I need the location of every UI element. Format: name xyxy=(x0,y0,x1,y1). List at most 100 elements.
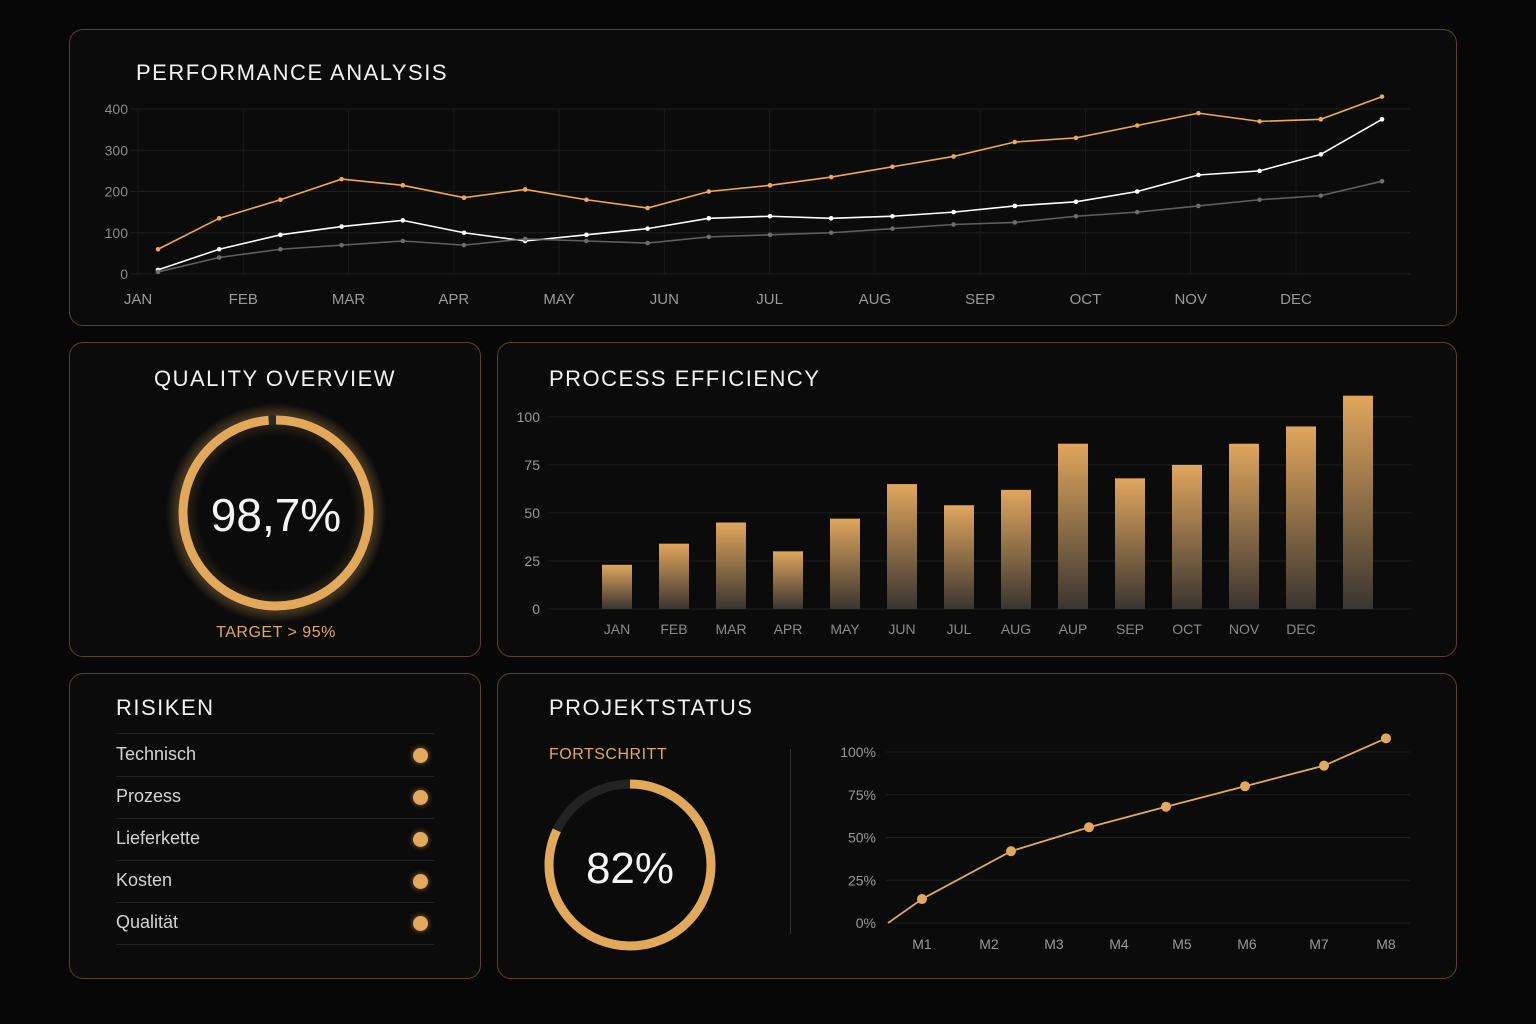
proc-x-tick-label: APR xyxy=(774,621,803,637)
perf-series-point xyxy=(828,216,834,221)
perf-x-tick-label: AUG xyxy=(859,291,892,308)
perf-series-point xyxy=(522,187,528,192)
perf-series-point xyxy=(1257,119,1262,124)
perf-series-point xyxy=(828,230,834,236)
proj-y-tick-label: 50% xyxy=(848,830,876,846)
proj-y-tick-label: 25% xyxy=(848,872,876,888)
perf-series-point xyxy=(461,195,467,200)
project-line-chart: 0% 25% 50% 75% 100% M1 M2 M3 M4 M5 M6 M7 M8 xyxy=(840,733,1410,952)
proj-y-tick-label: 0% xyxy=(856,915,876,931)
perf-series-point xyxy=(1379,94,1385,99)
perf-series-point xyxy=(1012,203,1018,209)
risk-label: Qualität xyxy=(116,912,179,932)
perf-series-point xyxy=(339,242,344,248)
perf-y-tick-label: 0 xyxy=(120,266,128,282)
perf-series-point xyxy=(890,164,895,170)
project-title: PROJEKTSTATUS xyxy=(549,695,754,720)
perf-series-point xyxy=(400,183,406,188)
risk-indicator xyxy=(413,790,428,805)
process-title: PROCESS EFFICIENCY xyxy=(549,366,821,391)
perf-series-point xyxy=(767,183,773,188)
proc-x-tick-label: AUG xyxy=(1001,621,1031,637)
perf-y-tick-label: 300 xyxy=(105,142,129,158)
proc-bar xyxy=(1172,464,1202,609)
perf-series-point xyxy=(400,218,406,223)
risk-item-qualitaet: Qualität xyxy=(116,902,434,945)
perf-series-point xyxy=(216,255,222,260)
proc-y-tick-label: 50 xyxy=(524,505,540,521)
proc-bar xyxy=(830,518,860,609)
perf-series-point xyxy=(1318,117,1324,122)
perf-series-point xyxy=(706,234,712,240)
proc-bar xyxy=(1286,426,1316,609)
perf-series-point xyxy=(1318,152,1324,157)
risk-item-prozess: Prozess xyxy=(116,776,434,819)
proc-y-tick-label: 0 xyxy=(532,601,540,617)
perf-series-point xyxy=(706,216,712,221)
perf-series-point xyxy=(155,246,161,252)
perf-series-point xyxy=(1073,199,1079,205)
proc-x-tick-label: JAN xyxy=(604,621,630,637)
perf-series-point xyxy=(584,238,589,244)
perf-series-point xyxy=(522,236,528,242)
perf-series-point xyxy=(1073,135,1079,141)
perf-series-point xyxy=(706,189,712,194)
performance-title: PERFORMANCE ANALYSIS xyxy=(136,60,448,85)
perf-series-point xyxy=(278,197,283,203)
proj-x-tick-label: M8 xyxy=(1376,936,1396,952)
proj-x-tick-label: M3 xyxy=(1044,936,1064,952)
perf-series-point xyxy=(645,240,650,246)
proc-bar xyxy=(773,551,803,609)
perf-series-point xyxy=(216,246,222,252)
quality-value: 98,7% xyxy=(211,489,341,541)
quality-gauge: 98,7% xyxy=(166,403,386,623)
proc-bar xyxy=(944,505,974,609)
perf-series-point xyxy=(339,224,344,229)
perf-series-point xyxy=(1379,178,1385,184)
proc-bar xyxy=(1115,478,1145,609)
proc-bar xyxy=(659,543,689,609)
quality-ring-progress xyxy=(178,415,374,611)
proj-x-tick-label: M1 xyxy=(912,936,932,952)
perf-series-point xyxy=(767,213,773,219)
risk-item-technisch: Technisch xyxy=(116,734,434,777)
proc-bar xyxy=(1001,489,1031,609)
perf-series-point xyxy=(1196,110,1201,116)
perf-x-tick-label: NOV xyxy=(1174,291,1207,308)
risk-indicator xyxy=(413,748,428,763)
perf-x-tick-label: MAY xyxy=(543,291,574,308)
perf-y-tick-label: 100 xyxy=(105,225,129,241)
perf-y-tick-label: 400 xyxy=(105,101,129,117)
perf-series-point xyxy=(951,222,956,227)
proj-progress-point xyxy=(1161,801,1171,812)
risk-item-lieferkette: Lieferkette xyxy=(116,818,434,861)
performance-panel: PERFORMANCE ANALYSIS 0 100 200 300 400 JAN FEB… xyxy=(69,29,1457,326)
proj-x-tick-label: M2 xyxy=(979,936,999,952)
risk-label: Technisch xyxy=(116,744,197,764)
proc-x-tick-label: DEC xyxy=(1286,621,1316,637)
perf-series-point xyxy=(461,230,467,236)
proc-x-tick-label: JUL xyxy=(947,621,972,637)
perf-series-point xyxy=(951,154,956,159)
perf-series-point xyxy=(1134,189,1140,194)
proj-y-tick-label: 75% xyxy=(848,787,876,803)
perf-series-point xyxy=(155,269,161,275)
risks-panel: RISIKEN Technisch Prozess Lieferkette Ko… xyxy=(69,673,481,979)
perf-series-point xyxy=(767,232,773,238)
proj-progress-point xyxy=(1084,822,1094,833)
proc-bar xyxy=(1229,443,1259,609)
perf-series-point xyxy=(1318,193,1324,198)
risk-label: Prozess xyxy=(116,786,182,806)
risk-label: Lieferkette xyxy=(116,828,201,848)
perf-series-point xyxy=(1134,209,1140,215)
progress-gauge: 82% xyxy=(544,779,716,951)
proc-bar xyxy=(716,522,746,609)
performance-chart: 0 100 200 300 400 JAN FEB MAR APR MAY JUN JUL AUG SEP… xyxy=(105,94,1410,308)
proc-y-tick-label: 25 xyxy=(524,553,540,569)
perf-series-point xyxy=(278,232,283,238)
perf-x-tick-label: JUL xyxy=(756,291,783,308)
process-panel: PROCESS EFFICIENCY 0 25 50 75 100 JAN FEB MAR AP… xyxy=(497,342,1457,657)
project-panel: PROJEKTSTATUS FORTSCHRITT 82% 0% 25% 50% 75… xyxy=(497,673,1457,979)
perf-x-tick-label: APR xyxy=(438,291,469,308)
perf-x-tick-label: JAN xyxy=(124,291,152,308)
